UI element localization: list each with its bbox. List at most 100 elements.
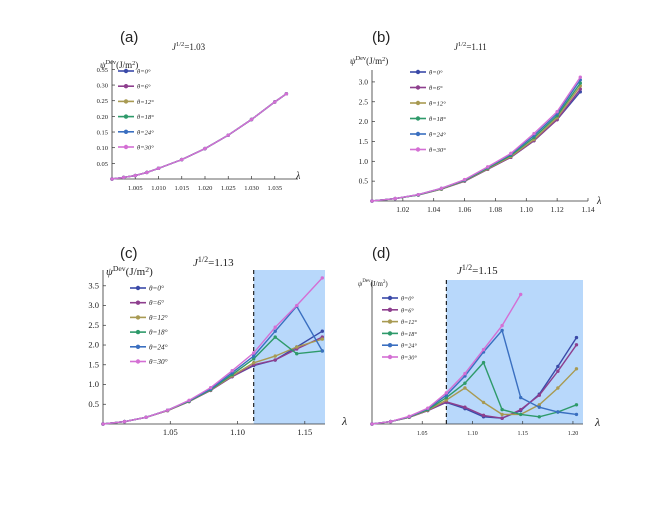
legend-marker [135, 300, 141, 305]
data-point [463, 371, 467, 376]
series-line [371, 79, 581, 202]
data-point [133, 173, 137, 178]
data-point [251, 354, 256, 358]
data-point [110, 177, 114, 181]
series-1 [370, 87, 582, 203]
data-point [320, 349, 325, 353]
series-line [111, 93, 287, 180]
y-tick-label: 0.20 [97, 114, 108, 121]
legend-label: θ=30° [429, 147, 446, 154]
data-point [251, 351, 256, 355]
legend-label: θ=30° [401, 355, 417, 362]
panel-c: 1.05 1.10 1.15 0.5 1.0 1.5 2.0 2.5 3.0 3.5 (c) J1/2… [88, 245, 347, 437]
x-tick-label: 1.04 [427, 205, 440, 214]
legend-label: θ=6° [149, 299, 164, 307]
y-tick-label: 0.15 [97, 130, 108, 137]
legend-marker [135, 285, 141, 291]
y-tick-label: 2.5 [359, 97, 369, 106]
legend-marker [123, 144, 129, 150]
y-tick-label: 1.0 [88, 379, 99, 389]
legend-marker [387, 295, 393, 301]
data-point [462, 177, 467, 182]
data-point [574, 412, 579, 417]
legend-label: θ=24° [149, 343, 168, 351]
data-point [537, 393, 541, 397]
series-line [111, 93, 287, 180]
y-tick-label: 0.10 [97, 145, 108, 152]
legend-label: θ=0° [137, 69, 151, 76]
data-point [486, 165, 490, 169]
data-point [226, 133, 230, 137]
data-point [578, 75, 582, 79]
y-tick-label: 0.35 [97, 67, 108, 74]
series-line [111, 93, 287, 180]
panel-title: J1/2=1.03 [172, 41, 206, 52]
panel-label: (b) [372, 29, 390, 46]
legend-label: θ=6° [401, 307, 414, 314]
x-tick-label: 1.15 [297, 427, 312, 437]
legend-marker [123, 129, 129, 134]
y-tick-label: 0.5 [359, 177, 369, 186]
legend-marker [135, 315, 141, 320]
data-point [537, 405, 541, 409]
x-tick-label: 1.035 [267, 185, 282, 192]
legend-label: θ=18° [401, 331, 417, 338]
panel-title: J1/2=1.11 [454, 41, 487, 52]
x-tick-label: 1.10 [467, 431, 478, 437]
series-line [371, 88, 581, 202]
x-tick-label: 1.06 [458, 205, 471, 214]
legend-label: θ=6° [137, 84, 151, 91]
data-point [416, 192, 420, 197]
data-point [407, 414, 411, 419]
data-point [481, 413, 486, 418]
data-point [444, 395, 449, 400]
series-line [371, 91, 581, 202]
data-point [509, 151, 513, 156]
x-tick-label: 1.10 [520, 205, 533, 214]
legend-label: θ=30° [137, 145, 154, 152]
legend-marker [415, 147, 421, 152]
series-5 [110, 92, 289, 181]
y-tick-label: 0.30 [97, 83, 108, 90]
legend-marker [387, 354, 393, 360]
data-point [121, 175, 126, 180]
data-point [500, 328, 504, 333]
y-axis-label: ψDev(J/m2) [100, 59, 138, 70]
series-5 [370, 292, 523, 426]
data-point [320, 276, 325, 280]
data-point [444, 398, 449, 402]
data-point [370, 422, 374, 426]
data-point [208, 385, 213, 390]
y-tick-label: 2.5 [88, 320, 99, 330]
series-line [111, 93, 287, 180]
x-tick-label: 1.05 [417, 431, 428, 437]
legend-marker [387, 319, 393, 324]
data-point [481, 400, 486, 405]
x-axis-label: λ [594, 415, 600, 429]
y-axis-label: ψDev(J/m2) [350, 55, 388, 66]
legend-label: θ=18° [149, 329, 168, 337]
data-point [537, 415, 541, 419]
data-point [444, 391, 449, 395]
data-point [500, 407, 504, 412]
x-tick-label: 1.15 [517, 431, 528, 437]
legend-label: θ=6° [429, 85, 443, 92]
data-point [144, 415, 148, 419]
panel-title: J1/2=1.15 [457, 263, 498, 277]
data-point [574, 367, 579, 371]
data-point [463, 405, 467, 409]
data-point [187, 398, 191, 403]
data-point [370, 199, 374, 203]
y-tick-label: 0.25 [97, 98, 108, 105]
x-tick-label: 1.08 [489, 205, 502, 214]
legend: θ=0° θ=6° θ=12° θ=18° θ=24° θ=30° [410, 70, 446, 154]
series-line [111, 93, 287, 180]
legend-marker [123, 84, 129, 89]
data-point [500, 412, 504, 417]
legend-marker [123, 68, 129, 74]
x-tick-label: 1.05 [163, 427, 178, 437]
y-tick-label: 1.5 [359, 137, 369, 146]
y-tick-label: 3.0 [359, 77, 369, 86]
data-point [537, 403, 541, 407]
x-tick-label: 1.20 [568, 431, 579, 437]
